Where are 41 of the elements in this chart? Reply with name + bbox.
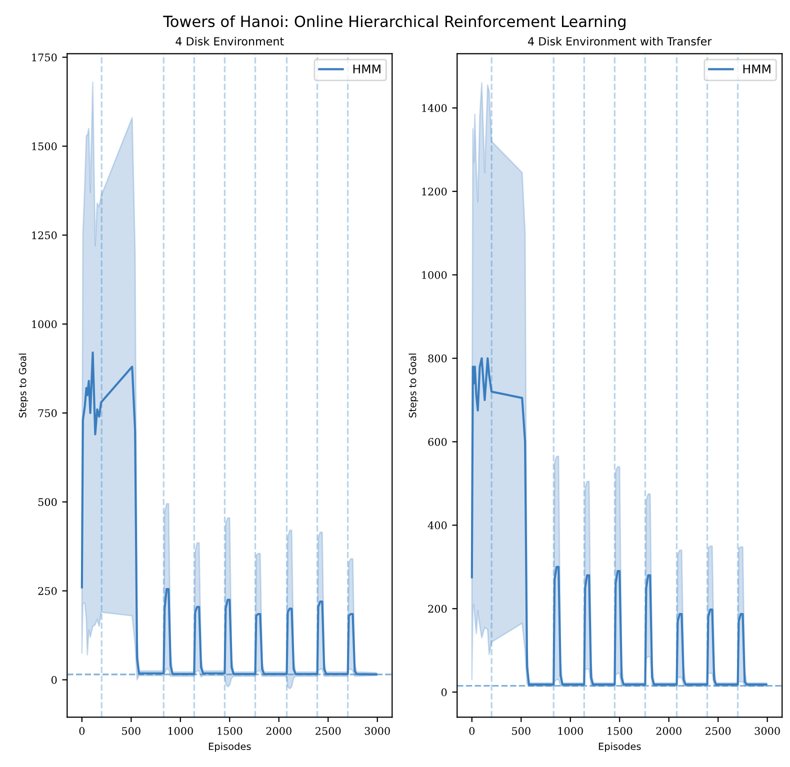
x-tick-label: 0 — [469, 727, 475, 735]
line-series — [80, 351, 378, 676]
y-tick-label: 0 — [441, 688, 447, 696]
text: Towers of Hanoi: Online Hierarchical Reinforcement Learning — [163, 15, 626, 30]
y-tick-label: 1250 — [32, 231, 57, 240]
x-tick-label: 1500 — [608, 727, 632, 735]
y-tick-label: 400 — [428, 521, 447, 530]
x-tick-label: 2000 — [656, 727, 682, 735]
y-tick-label: 200 — [428, 604, 447, 613]
x-tick-label: 3000 — [754, 727, 780, 735]
y-tick-label: 0 — [51, 676, 57, 684]
x-tick-label: 0 — [79, 727, 85, 735]
y-tick-label: 1200 — [422, 188, 447, 196]
y-tick-label: 750 — [38, 409, 57, 418]
y-tick-label: 1750 — [32, 53, 57, 62]
x-tick-label: 1500 — [218, 727, 242, 735]
x-tick-label: 2500 — [316, 727, 341, 735]
x-tick-label: 2500 — [706, 727, 731, 735]
y-axis-title: Steps to Goal — [408, 354, 418, 418]
y-tick-label: 800 — [428, 354, 447, 362]
legend-label: HMM — [743, 64, 770, 74]
y-tick-label: 1000 — [32, 320, 57, 328]
x-tick-label: 3000 — [364, 727, 390, 735]
y-tick-label: 600 — [428, 438, 447, 446]
y-tick-label: 250 — [38, 587, 57, 595]
legend-label: HMM — [353, 64, 380, 74]
y-axis-title: Steps to Goal — [18, 354, 28, 418]
x-tick-label: 1000 — [168, 727, 193, 735]
x-tick-label: 500 — [122, 727, 140, 735]
chart-title: 4 Disk Environment with Transfer — [528, 36, 712, 46]
chart-title: 4 Disk Environment — [176, 36, 284, 46]
x-tick-label: 1000 — [558, 727, 583, 735]
y-tick-label: 1500 — [32, 142, 57, 150]
x-axis-title: Episodes — [208, 742, 251, 752]
x-tick-label: 2000 — [266, 727, 292, 735]
y-tick-label: 500 — [38, 498, 57, 506]
y-tick-label: 1000 — [422, 271, 447, 279]
x-axis-title: Episodes — [598, 742, 641, 752]
line-series — [470, 357, 768, 686]
x-tick-label: 500 — [512, 727, 530, 735]
y-tick-label: 1400 — [422, 104, 447, 112]
